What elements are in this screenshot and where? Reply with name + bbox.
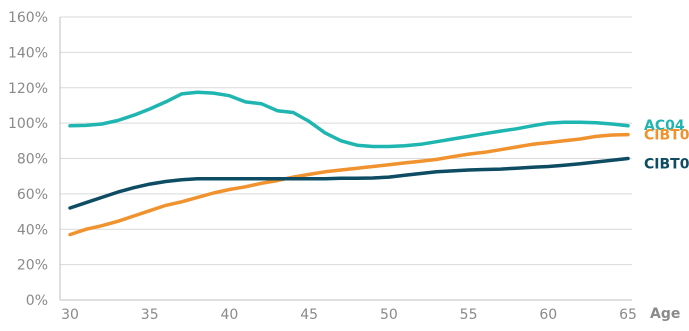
- x-tick-label: 60: [539, 307, 557, 323]
- label-layer: AC04CIBT08 CIBT02: [644, 118, 689, 173]
- x-tick-label: 50: [380, 307, 398, 323]
- x-tick-label: 45: [300, 307, 318, 323]
- y-tick-label: 140%: [8, 45, 48, 61]
- x-axis-title: Age: [650, 306, 680, 322]
- series-line-cibt02: [68, 156, 630, 210]
- series-label-cibt08: CIBT08: [644, 128, 689, 144]
- y-tick-label: 40%: [17, 222, 48, 238]
- grid-layer: 0% 20% 40% 60% 80% 100% 120% 140% 160% 30 35 40 45 50…: [8, 10, 637, 323]
- y-tick-label: 160%: [8, 10, 48, 26]
- x-tick-label: 30: [61, 307, 79, 323]
- series-label-cibt02: CIBT02: [644, 157, 689, 173]
- y-tick-label: 60%: [17, 187, 48, 203]
- y-tick-label: 100%: [8, 116, 48, 132]
- x-tick-label: 65: [619, 307, 637, 323]
- y-tick-label: 120%: [8, 81, 48, 97]
- series-line-ac04: [68, 90, 630, 149]
- x-tick-label: 40: [221, 307, 239, 323]
- series-label-ac04: AC04: [644, 118, 685, 134]
- series-line-cibt08: [68, 132, 630, 237]
- x-tick-label: 55: [460, 307, 478, 323]
- y-tick-label: 0%: [26, 293, 48, 309]
- y-tick-label: 80%: [17, 152, 48, 168]
- x-tick-label: 35: [141, 307, 159, 323]
- y-tick-label: 20%: [17, 258, 48, 274]
- series-layer: [68, 90, 630, 237]
